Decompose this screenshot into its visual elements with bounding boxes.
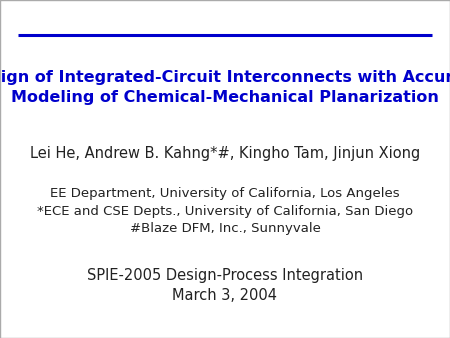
Text: Lei He, Andrew B. Kahng*#, Kingho Tam, Jinjun Xiong: Lei He, Andrew B. Kahng*#, Kingho Tam, J… <box>30 146 420 161</box>
Text: SPIE-2005 Design-Process Integration
March 3, 2004: SPIE-2005 Design-Process Integration Mar… <box>87 268 363 303</box>
Text: Design of Integrated-Circuit Interconnects with Accurate
Modeling of Chemical-Me: Design of Integrated-Circuit Interconnec… <box>0 71 450 105</box>
Text: EE Department, University of California, Los Angeles
*ECE and CSE Depts., Univer: EE Department, University of California,… <box>37 187 413 235</box>
